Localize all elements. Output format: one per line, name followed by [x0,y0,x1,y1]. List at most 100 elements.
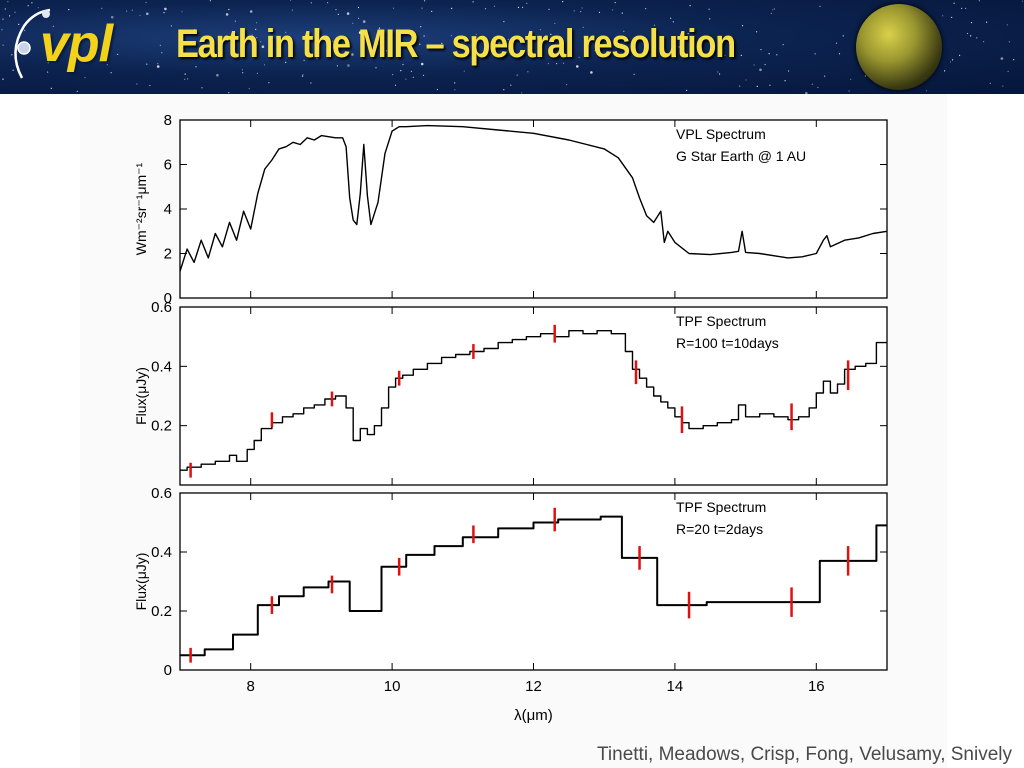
star [782,44,784,46]
star [76,90,78,92]
star [989,82,991,84]
spectrum-line [180,330,887,471]
star [672,21,674,23]
star [717,71,719,73]
star [507,38,509,41]
star [756,85,758,87]
star [848,90,850,92]
star [709,18,711,20]
star [256,22,258,24]
star [670,17,672,19]
star [276,55,278,57]
star [745,79,747,81]
star [4,8,6,10]
header-banner: vpl Earth in the MIR – spectral resoluti… [0,0,1024,94]
star [2,18,4,20]
y-tick-label: 0.4 [151,358,172,375]
plot-frame [179,306,888,486]
star [594,49,596,52]
star [838,53,841,55]
star [708,8,710,10]
star [358,31,362,34]
star [163,12,165,14]
star [687,33,689,35]
star [106,43,108,45]
star [788,70,790,72]
star [942,15,944,17]
star [136,83,138,85]
star [400,70,402,72]
star [983,41,985,43]
star [966,32,969,35]
plot-frame [179,119,888,299]
star [2,44,4,46]
starfield-background [1,0,1024,94]
star [986,21,988,23]
star [621,12,623,14]
star [256,37,258,39]
star [420,62,424,66]
star [450,35,452,37]
star [976,37,978,39]
star [101,7,103,9]
star [52,25,54,27]
star [159,44,161,47]
star [521,92,523,94]
star [392,74,394,76]
panel-1: 0 2 4 6 8 Wm⁻²sr⁻¹μm⁻¹ VPL Spectrum G Star Eart… [133,112,888,307]
star [77,46,79,48]
star [516,74,518,76]
star [510,84,512,86]
star [392,7,395,9]
planet-image [856,4,942,90]
star [598,11,601,13]
y-axis-label: Flux(μJy) [133,553,149,611]
star [1002,85,1004,87]
star [201,87,203,89]
star [164,7,167,11]
star [106,45,108,47]
star [290,0,292,1]
legend-text: TPF Spectrum [676,313,766,329]
star [614,1,616,4]
star [768,53,770,55]
star [161,52,163,54]
star [228,8,230,11]
star [959,54,961,57]
star [582,26,584,28]
star [925,90,928,92]
star [653,24,656,26]
star [562,1,564,3]
star [612,9,614,11]
star [581,7,583,9]
star [773,8,775,10]
star [394,84,397,86]
star [1021,0,1024,2]
star [37,7,39,9]
star [268,82,270,84]
star [548,8,550,10]
star [1008,41,1010,43]
star [87,37,89,39]
star [864,75,867,77]
star [454,82,456,84]
star [475,33,477,35]
star [686,89,688,91]
y-tick-label: 0.6 [151,485,172,502]
star [303,59,305,61]
y-tick-label: 8 [164,112,172,129]
star [756,31,758,33]
star [106,64,108,66]
star [317,39,319,42]
star [503,89,505,91]
x-axis-label: λ(μm) [514,707,553,724]
star [256,72,258,74]
star [261,45,265,48]
star [402,63,404,66]
star [526,2,528,4]
y-tick-label: 0 [164,290,172,307]
star [497,41,501,45]
star [139,14,141,17]
star [493,5,496,7]
author-credit: Tinetti, Meadows, Crisp, Fong, Velusamy,… [597,744,1012,765]
